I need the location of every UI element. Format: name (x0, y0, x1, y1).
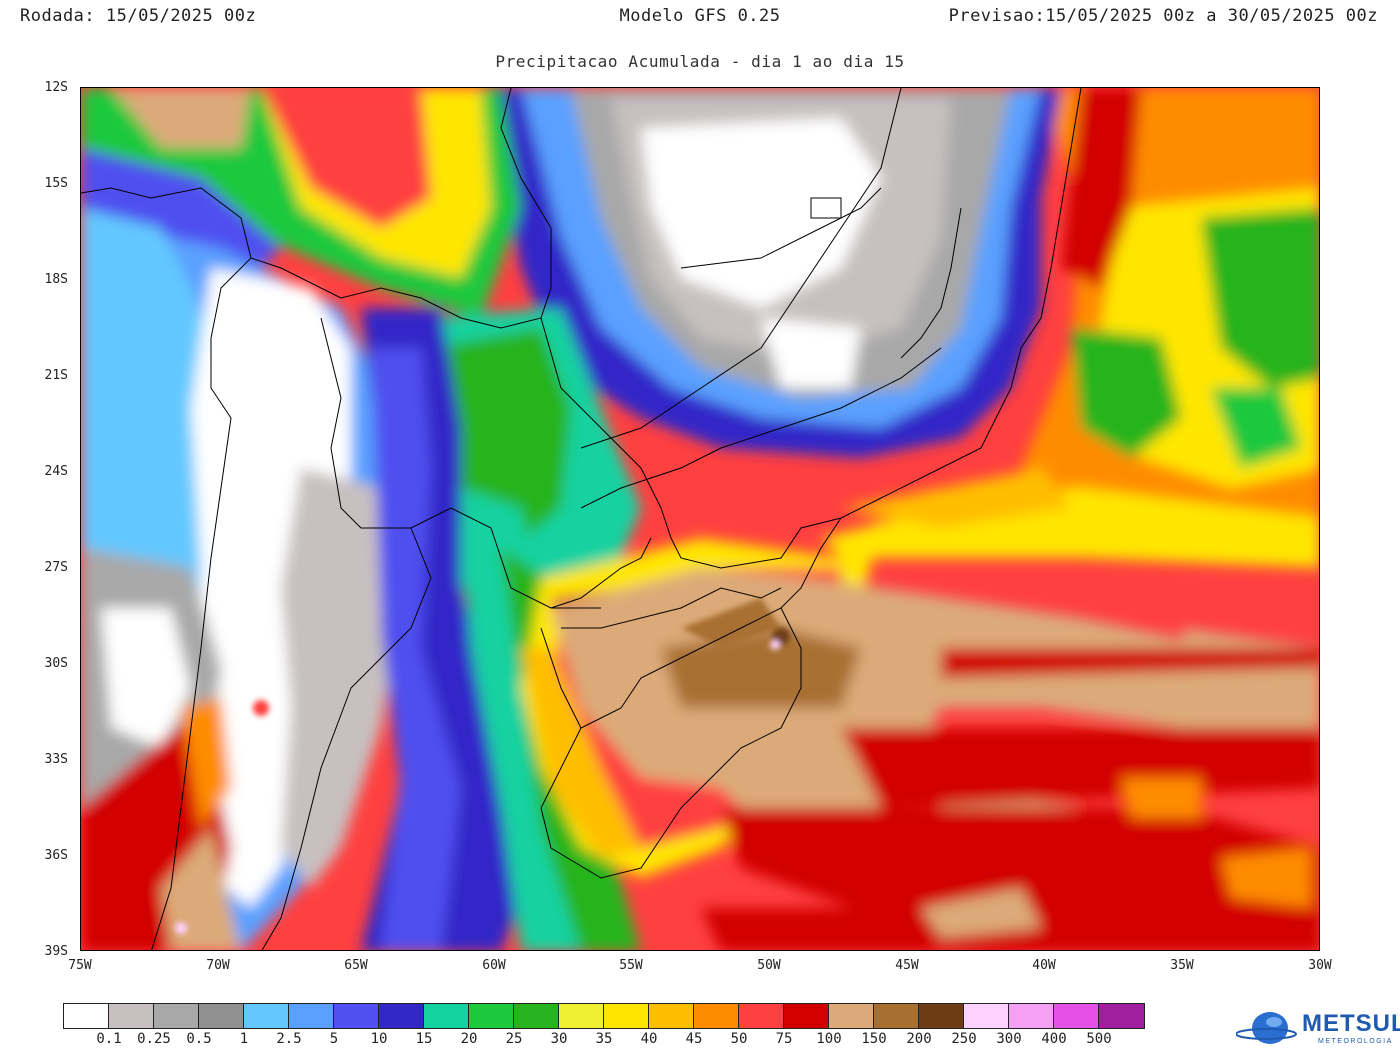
colorbar-swatch (964, 1004, 1009, 1028)
lat-label-27s: 27S (44, 560, 68, 575)
colorbar-swatch (154, 1004, 199, 1028)
colorbar-swatch (604, 1004, 649, 1028)
lon-label-30w: 30W (1308, 958, 1332, 973)
lat-label-33s: 33S (44, 752, 68, 767)
colorbar-swatch (694, 1004, 739, 1028)
lat-label-24s: 24S (44, 464, 68, 479)
colorbar-label: 30 (550, 1031, 568, 1047)
lat-label-30s: 30S (44, 656, 68, 671)
colorbar-swatch (424, 1004, 469, 1028)
colorbar-label: 25 (505, 1031, 523, 1047)
colorbar-label: 15 (415, 1031, 433, 1047)
colorbar-label: 150 (861, 1031, 887, 1047)
logo-brand: METSUL (1302, 1010, 1400, 1037)
country-borders (81, 88, 1082, 950)
colorbar-swatch (1099, 1004, 1144, 1028)
colorbar-swatch (559, 1004, 604, 1028)
lon-label-60w: 60W (482, 958, 506, 973)
colorbar-label: 75 (775, 1031, 793, 1047)
colorbar-swatch (514, 1004, 559, 1028)
forecast-period: Previsao:15/05/2025 00z a 30/05/2025 00z (949, 6, 1378, 26)
model-title: Modelo GFS 0.25 (619, 6, 781, 26)
lon-label-35w: 35W (1170, 958, 1194, 973)
colorbar-label: 0.25 (137, 1031, 171, 1047)
lon-label-65w: 65W (344, 958, 368, 973)
lat-label-18s: 18S (44, 272, 68, 287)
colorbar-swatch (784, 1004, 829, 1028)
run-time: Rodada: 15/05/2025 00z (20, 6, 256, 26)
colorbar-swatch (739, 1004, 784, 1028)
lon-label-70w: 70W (206, 958, 230, 973)
lon-label-55w: 55W (619, 958, 643, 973)
metsul-logo: METSUL METEOROLOGIA (1232, 1006, 1400, 1050)
colorbar-swatch (64, 1004, 109, 1028)
lat-label-21s: 21S (44, 368, 68, 383)
colorbar-swatch (379, 1004, 424, 1028)
globe-icon (1236, 1012, 1297, 1044)
logo-tagline: METEOROLOGIA (1318, 1038, 1393, 1045)
colorbar-swatch (109, 1004, 154, 1028)
colorbar-swatch (874, 1004, 919, 1028)
colorbar-swatch (1009, 1004, 1054, 1028)
precip-detail (175, 598, 790, 934)
colorbar-label: 45 (685, 1031, 703, 1047)
colorbar-swatch (334, 1004, 379, 1028)
lat-label-36s: 36S (44, 848, 68, 863)
colorbar-label: 1 (239, 1031, 249, 1047)
run-label: Rodada: (20, 6, 96, 26)
precip-colorbar (63, 1003, 1145, 1029)
colorbar-swatch (829, 1004, 874, 1028)
colorbar-label: 400 (1041, 1031, 1067, 1047)
colorbar-label: 300 (996, 1031, 1022, 1047)
colorbar-label: 0.1 (96, 1031, 122, 1047)
colorbar-swatch (649, 1004, 694, 1028)
colorbar-label: 35 (595, 1031, 613, 1047)
colorbar-swatch (289, 1004, 334, 1028)
precipitation-map (80, 87, 1320, 951)
precip-fields (81, 88, 1319, 950)
map-subtitle: Precipitacao Acumulada - dia 1 ao dia 15 (495, 52, 905, 71)
colorbar-label: 10 (370, 1031, 388, 1047)
lon-label-40w: 40W (1032, 958, 1056, 973)
lat-label-12s: 12S (44, 80, 68, 95)
colorbar-label: 0.5 (186, 1031, 212, 1047)
colorbar-label: 2.5 (276, 1031, 302, 1047)
lon-label-50w: 50W (757, 958, 781, 973)
forecast-label: Previsao: (948, 6, 1046, 26)
colorbar-label: 20 (460, 1031, 478, 1047)
colorbar-swatch (469, 1004, 514, 1028)
map-svg (81, 88, 1319, 950)
colorbar-swatch (919, 1004, 964, 1028)
lat-label-15s: 15S (44, 176, 68, 191)
colorbar-swatch (199, 1004, 244, 1028)
colorbar-label: 5 (329, 1031, 339, 1047)
colorbar-swatch (1054, 1004, 1099, 1028)
lat-label-39s: 39S (44, 944, 68, 959)
colorbar-label: 250 (951, 1031, 977, 1047)
run-value: 15/05/2025 00z (105, 6, 257, 26)
colorbar-label: 100 (816, 1031, 842, 1047)
colorbar-label: 500 (1086, 1031, 1112, 1047)
colorbar-label: 40 (640, 1031, 658, 1047)
forecast-value: 15/05/2025 00z a 30/05/2025 00z (1045, 6, 1378, 26)
lon-label-45w: 45W (895, 958, 919, 973)
lon-label-75w: 75W (68, 958, 92, 973)
colorbar-swatch (244, 1004, 289, 1028)
colorbar-label: 50 (730, 1031, 748, 1047)
colorbar-label: 200 (906, 1031, 932, 1047)
